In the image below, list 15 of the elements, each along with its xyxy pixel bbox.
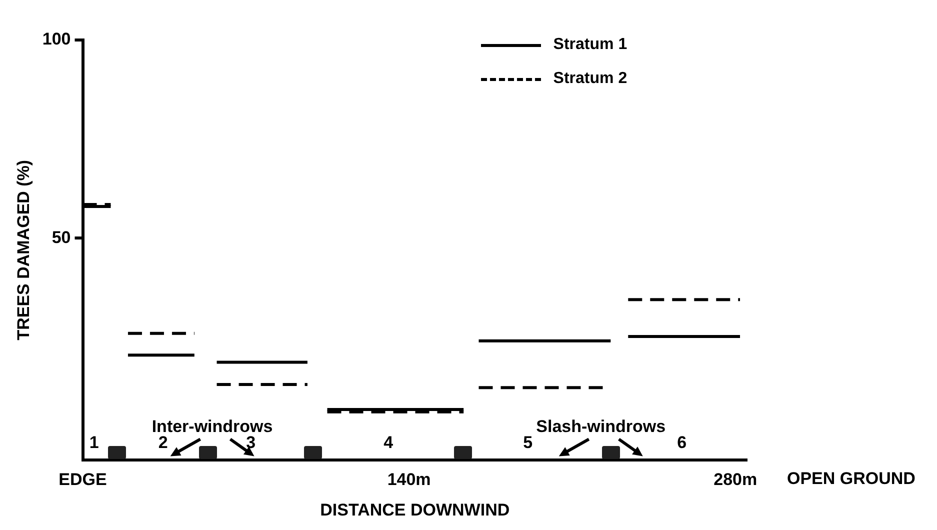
annotation: Slash-windrows [536,416,666,436]
annotation: 6 [677,432,687,452]
y-axis-title: TREES DAMAGED (%) [14,160,33,340]
legend-label: Stratum 2 [553,70,628,88]
annotation: 4 [384,432,394,452]
x-tick-label: 280m [714,470,758,490]
legend-label: Stratum 1 [553,36,628,54]
y-tick-label: 100 [42,30,71,49]
annotation: 1 [89,432,99,452]
y-tick-label: 50 [52,228,71,247]
x-tick-label: EDGE [58,470,107,490]
text: OPEN GROUND [787,468,916,488]
x-axis-title: DISTANCE DOWNWIND [320,500,510,520]
x-tick-label: 140m [387,470,431,490]
annotation: 5 [523,432,533,452]
